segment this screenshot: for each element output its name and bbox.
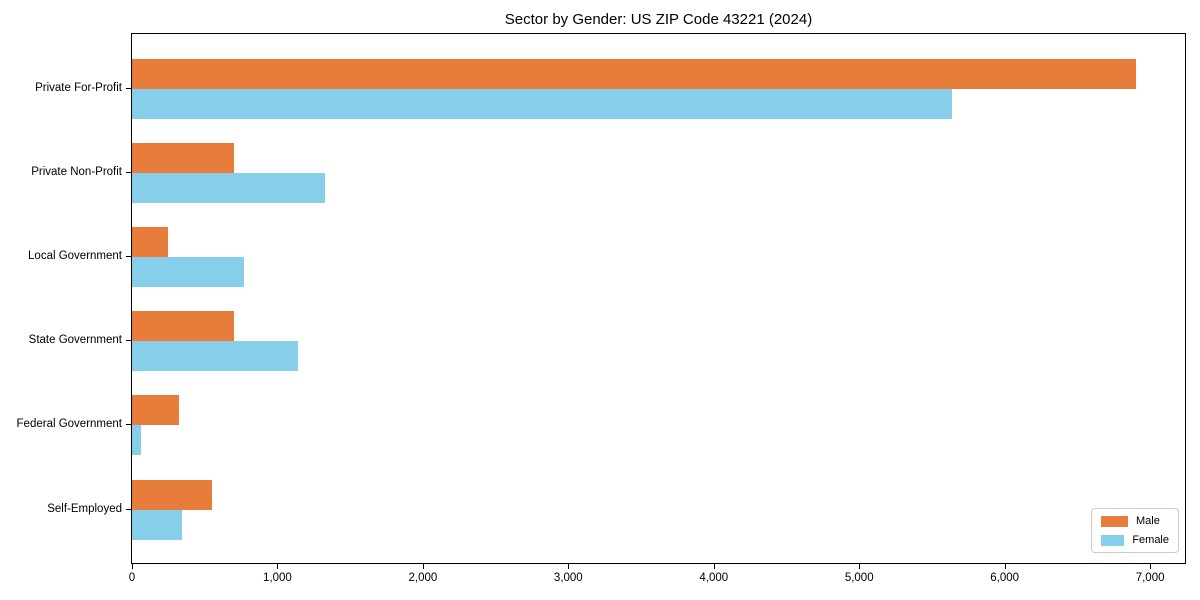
legend-label-female: Female bbox=[1132, 534, 1169, 546]
bar-female-3 bbox=[132, 341, 298, 372]
bar-female-1 bbox=[132, 173, 325, 204]
y-tick-mark bbox=[126, 172, 131, 174]
y-tick-mark bbox=[126, 508, 131, 510]
y-tick-mark bbox=[126, 424, 131, 426]
x-tick-label: 3,000 bbox=[553, 572, 583, 584]
y-tick-label: Self-Employed bbox=[47, 502, 122, 515]
y-tick-label: State Government bbox=[28, 334, 122, 347]
x-tick-mark bbox=[713, 564, 715, 569]
legend: Male Female bbox=[1091, 508, 1179, 553]
bar-male-3 bbox=[132, 311, 234, 342]
y-tick-label: Federal Government bbox=[16, 418, 122, 431]
chart-title: Sector by Gender: US ZIP Code 43221 (202… bbox=[504, 11, 813, 28]
bar-female-5 bbox=[132, 509, 182, 540]
x-tick-mark bbox=[859, 564, 861, 569]
legend-item-female: Female bbox=[1101, 534, 1169, 546]
bar-male-4 bbox=[132, 395, 179, 426]
x-tick-mark bbox=[1004, 564, 1006, 569]
x-tick-mark bbox=[422, 564, 424, 569]
x-tick-mark bbox=[277, 564, 279, 569]
x-tick-label: 1,000 bbox=[263, 572, 292, 584]
x-tick-mark bbox=[132, 564, 133, 569]
bar-male-1 bbox=[132, 143, 234, 174]
bar-female-4 bbox=[132, 425, 141, 456]
legend-label-male: Male bbox=[1136, 515, 1160, 527]
y-tick-mark bbox=[126, 88, 131, 89]
legend-swatch-female bbox=[1101, 534, 1125, 546]
bar-male-2 bbox=[132, 227, 168, 258]
x-tick-label: 2,000 bbox=[408, 572, 438, 584]
x-tick-label: 0 bbox=[128, 572, 136, 584]
y-tick-mark bbox=[126, 256, 131, 258]
x-tick-label: 4,000 bbox=[699, 572, 729, 584]
x-tick-label: 7,000 bbox=[1135, 572, 1165, 584]
x-tick-label: 6,000 bbox=[990, 572, 1020, 584]
legend-swatch-male bbox=[1101, 515, 1128, 527]
x-tick-label: 5,000 bbox=[844, 572, 874, 584]
plot-area bbox=[131, 33, 1186, 564]
bar-female-0 bbox=[132, 89, 952, 119]
y-tick-mark bbox=[126, 340, 131, 342]
bar-female-2 bbox=[132, 257, 244, 288]
x-tick-mark bbox=[1150, 564, 1152, 569]
bar-male-5 bbox=[132, 479, 212, 510]
bar-male-0 bbox=[132, 59, 1136, 89]
y-tick-label: Private For-Profit bbox=[35, 82, 122, 94]
legend-item-male: Male bbox=[1101, 515, 1169, 527]
y-tick-label: Private Non-Profit bbox=[31, 166, 122, 179]
y-tick-label: Local Government bbox=[28, 250, 122, 263]
x-tick-mark bbox=[568, 564, 570, 569]
